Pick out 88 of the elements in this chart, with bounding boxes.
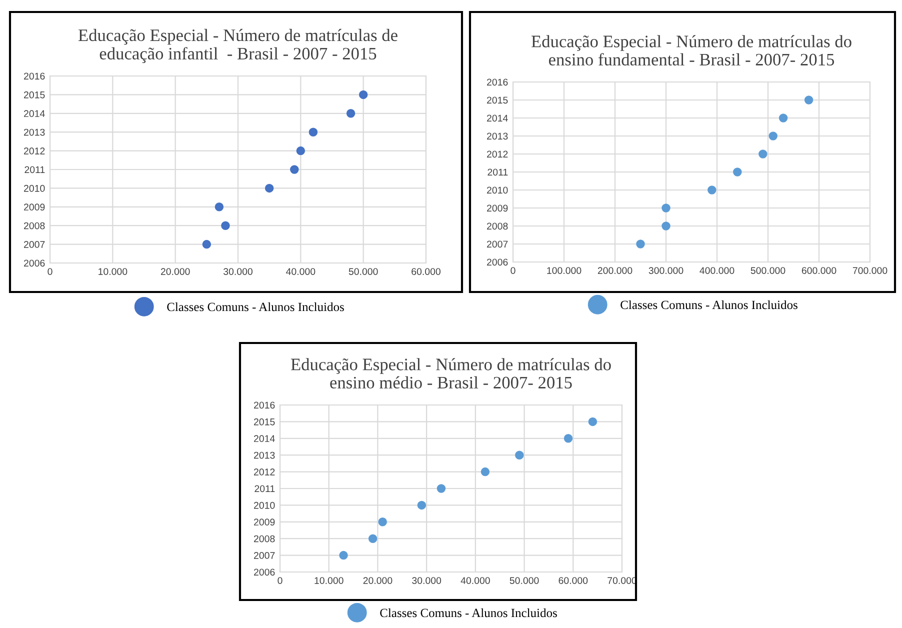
- y-tick-label: 2013: [254, 452, 275, 459]
- y-tick-label: 2009: [254, 518, 275, 526]
- point: [480, 467, 490, 476]
- chart-title: Educação Especial - Número de matrículas do ensino médio - Brasil - 2007- 2015: [290, 358, 611, 389]
- point: [358, 90, 368, 100]
- point: [368, 534, 378, 543]
- legend-label: Classes Comuns - Alunos Incluidos: [167, 302, 344, 312]
- point: [778, 114, 788, 122]
- y-tick-label: 2015: [254, 418, 275, 426]
- y-tick-label: 2010: [24, 184, 45, 192]
- y-tick-label: 2016: [487, 78, 508, 86]
- x-tick-label: 30.000: [412, 577, 442, 584]
- y-tick-label: 2006: [487, 258, 508, 266]
- point: [708, 186, 716, 194]
- x-tick-label: 40.000: [460, 577, 490, 584]
- x-tick-label: 20.000: [160, 268, 190, 275]
- x-tick-label: 50.000: [510, 577, 539, 584]
- x-tick-label: 10.000: [314, 577, 344, 584]
- y-tick-label: 2008: [254, 535, 275, 542]
- point: [378, 518, 387, 526]
- point: [290, 165, 299, 174]
- x-tick-label: 60.000: [412, 268, 440, 275]
- point: [308, 128, 318, 136]
- point: [202, 240, 212, 249]
- point: [436, 484, 446, 493]
- y-tick-label: 2014: [254, 435, 275, 442]
- x-tick-label: 20.000: [363, 577, 392, 584]
- point: [339, 550, 348, 560]
- x-tick-label: 50.000: [348, 268, 378, 275]
- y-tick-label: 2012: [24, 148, 45, 154]
- x-tick-label: 10.000: [98, 268, 128, 275]
- y-tick-label: 2016: [24, 72, 45, 80]
- x-tick-label: 0: [510, 267, 516, 274]
- point: [588, 417, 598, 426]
- legend-label: Classes Comuns - Alunos Incluidos: [620, 300, 798, 310]
- y-tick-label: 2012: [487, 150, 508, 158]
- y-tick-label: 2013: [24, 128, 45, 136]
- point: [221, 221, 230, 230]
- point: [564, 434, 573, 443]
- y-tick-label: 2014: [24, 110, 45, 118]
- point: [346, 109, 356, 118]
- x-tick-label: 40.000: [286, 268, 316, 275]
- point: [733, 168, 742, 176]
- y-tick-label: 2008: [24, 222, 45, 230]
- x-tick-label: 100.000: [547, 267, 582, 274]
- x-tick-label: 30.000: [224, 268, 252, 275]
- y-tick-label: 2011: [24, 166, 45, 174]
- y-tick-label: 2007: [487, 240, 508, 248]
- legend-label: Classes Comuns - Alunos Incluidos: [380, 608, 557, 618]
- y-tick-label: 2014: [487, 114, 508, 122]
- y-tick-label: 2013: [487, 132, 508, 140]
- point: [662, 204, 670, 212]
- x-tick-label: 60.000: [558, 577, 588, 584]
- point: [636, 240, 645, 248]
- x-tick-label: 0: [48, 268, 52, 275]
- y-tick-label: 2010: [254, 502, 275, 509]
- point: [417, 500, 426, 510]
- point: [296, 146, 306, 156]
- x-tick-label: 600.000: [802, 267, 836, 274]
- point: [758, 150, 768, 158]
- y-tick-label: 2007: [24, 241, 45, 248]
- y-tick-label: 2008: [487, 222, 508, 230]
- y-tick-label: 2012: [254, 468, 275, 476]
- x-tick-label: 200.000: [598, 267, 632, 274]
- x-tick-label: 300.000: [648, 267, 684, 274]
- y-tick-label: 2010: [487, 186, 508, 194]
- chart-title: Educação Especial - Número de matrículas do ensino fundamental - Brasil - 2007- 2015: [531, 35, 852, 66]
- x-tick-label: 0: [278, 577, 282, 584]
- point: [264, 184, 274, 193]
- y-tick-label: 2011: [254, 485, 275, 492]
- y-tick-label: 2016: [254, 402, 275, 409]
- y-tick-label: 2015: [487, 96, 508, 104]
- y-tick-label: 2006: [254, 568, 275, 576]
- y-tick-label: 2006: [24, 260, 45, 267]
- point: [768, 132, 778, 140]
- y-tick-label: 2011: [488, 168, 508, 176]
- x-tick-label: 500.000: [750, 267, 786, 274]
- point: [515, 450, 524, 460]
- point: [662, 222, 670, 230]
- y-tick-label: 2009: [487, 204, 508, 212]
- y-tick-label: 2015: [24, 91, 45, 98]
- y-tick-label: 2009: [24, 204, 45, 211]
- chart-title: Educação Especial - Número de matrículas de educação infantil - Brasil - 2007 - 2015: [78, 28, 398, 64]
- x-tick-label: 700.000: [852, 267, 888, 274]
- point: [214, 202, 224, 212]
- x-tick-label: 400.000: [700, 267, 734, 274]
- y-tick-label: 2007: [254, 552, 275, 559]
- point: [804, 96, 814, 104]
